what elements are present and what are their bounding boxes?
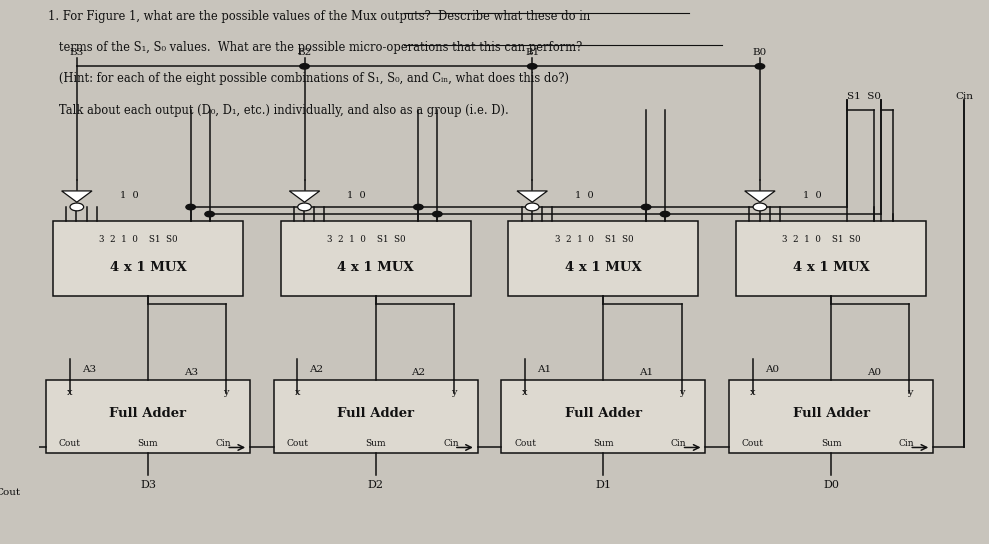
Polygon shape <box>745 191 775 202</box>
Circle shape <box>300 64 310 69</box>
Polygon shape <box>61 191 92 202</box>
Text: Cin: Cin <box>899 440 914 448</box>
Bar <box>281 220 471 296</box>
Text: Cin: Cin <box>216 440 231 448</box>
Text: y: y <box>451 388 457 397</box>
Text: S1  S0: S1 S0 <box>848 91 881 101</box>
Text: A2: A2 <box>411 368 425 376</box>
Text: y: y <box>907 388 912 397</box>
Polygon shape <box>517 191 547 202</box>
Text: Full Adder: Full Adder <box>337 406 414 419</box>
Text: Sum: Sum <box>365 440 386 448</box>
Text: Sum: Sum <box>821 440 842 448</box>
Text: A0: A0 <box>764 365 778 374</box>
Circle shape <box>661 212 670 217</box>
Text: Cin: Cin <box>955 91 973 101</box>
Circle shape <box>525 203 539 211</box>
Circle shape <box>753 203 766 211</box>
Bar <box>274 380 478 453</box>
Text: Sum: Sum <box>137 440 158 448</box>
Bar <box>736 220 926 296</box>
Text: B2: B2 <box>298 48 312 57</box>
Text: 4 x 1 MUX: 4 x 1 MUX <box>565 261 642 274</box>
Text: 1  0: 1 0 <box>347 190 366 200</box>
Text: x: x <box>750 388 756 397</box>
Text: D3: D3 <box>140 480 156 490</box>
Text: A1: A1 <box>639 368 653 376</box>
Text: A0: A0 <box>866 368 881 376</box>
Text: A3: A3 <box>184 368 198 376</box>
Text: 4 x 1 MUX: 4 x 1 MUX <box>793 261 869 274</box>
Text: Cout: Cout <box>742 440 764 448</box>
Circle shape <box>205 212 215 217</box>
Circle shape <box>641 205 651 210</box>
Text: B3: B3 <box>69 48 84 57</box>
Text: y: y <box>224 388 229 397</box>
Text: Cout: Cout <box>58 440 81 448</box>
Text: Sum: Sum <box>593 440 614 448</box>
Circle shape <box>527 64 537 69</box>
Text: B1: B1 <box>525 48 539 57</box>
Text: Cin: Cin <box>443 440 459 448</box>
Text: 3  2  1  0    S1  S0: 3 2 1 0 S1 S0 <box>99 235 178 244</box>
Bar <box>501 380 705 453</box>
Text: Talk about each output (D₀, D₁, etc.) individually, and also as a group (i.e. D): Talk about each output (D₀, D₁, etc.) in… <box>48 104 509 116</box>
Text: A1: A1 <box>537 365 551 374</box>
Text: Cout: Cout <box>514 440 536 448</box>
Text: B0: B0 <box>753 48 767 57</box>
Text: 3  2  1  0    S1  S0: 3 2 1 0 S1 S0 <box>782 235 860 244</box>
Circle shape <box>298 203 312 211</box>
Circle shape <box>413 205 423 210</box>
Text: 1. For Figure 1, what are the possible values of the Mux outputs?  Describe what: 1. For Figure 1, what are the possible v… <box>48 9 590 22</box>
Bar <box>53 220 243 296</box>
Text: x: x <box>522 388 528 397</box>
Bar <box>508 220 698 296</box>
Circle shape <box>70 203 84 211</box>
Text: 1  0: 1 0 <box>803 190 822 200</box>
Circle shape <box>432 212 442 217</box>
Text: 4 x 1 MUX: 4 x 1 MUX <box>337 261 414 274</box>
Text: A3: A3 <box>82 365 96 374</box>
Text: Full Adder: Full Adder <box>565 406 642 419</box>
Text: D1: D1 <box>595 480 611 490</box>
Text: 1  0: 1 0 <box>120 190 138 200</box>
Text: Full Adder: Full Adder <box>110 406 187 419</box>
Text: Full Adder: Full Adder <box>792 406 869 419</box>
Text: x: x <box>67 388 72 397</box>
Text: x: x <box>295 388 300 397</box>
Text: D0: D0 <box>823 480 839 490</box>
Circle shape <box>186 205 196 210</box>
Circle shape <box>756 64 764 69</box>
Polygon shape <box>290 191 319 202</box>
Text: Cout: Cout <box>287 440 309 448</box>
Text: Cout: Cout <box>0 488 21 497</box>
Bar <box>729 380 933 453</box>
Text: y: y <box>678 388 684 397</box>
Text: 3  2  1  0    S1  S0: 3 2 1 0 S1 S0 <box>327 235 405 244</box>
Text: D2: D2 <box>368 480 384 490</box>
Text: 3  2  1  0    S1  S0: 3 2 1 0 S1 S0 <box>555 235 633 244</box>
Text: 1  0: 1 0 <box>575 190 593 200</box>
Text: Cin: Cin <box>671 440 686 448</box>
Text: 4 x 1 MUX: 4 x 1 MUX <box>110 261 186 274</box>
Text: (Hint: for each of the eight possible combinations of S₁, S₀, and Cᵢₙ, what does: (Hint: for each of the eight possible co… <box>48 72 570 85</box>
Text: A2: A2 <box>310 365 323 374</box>
Bar <box>45 380 250 453</box>
Text: terms of the S₁, S₀ values.  What are the possible micro-operations that this ca: terms of the S₁, S₀ values. What are the… <box>48 41 583 54</box>
